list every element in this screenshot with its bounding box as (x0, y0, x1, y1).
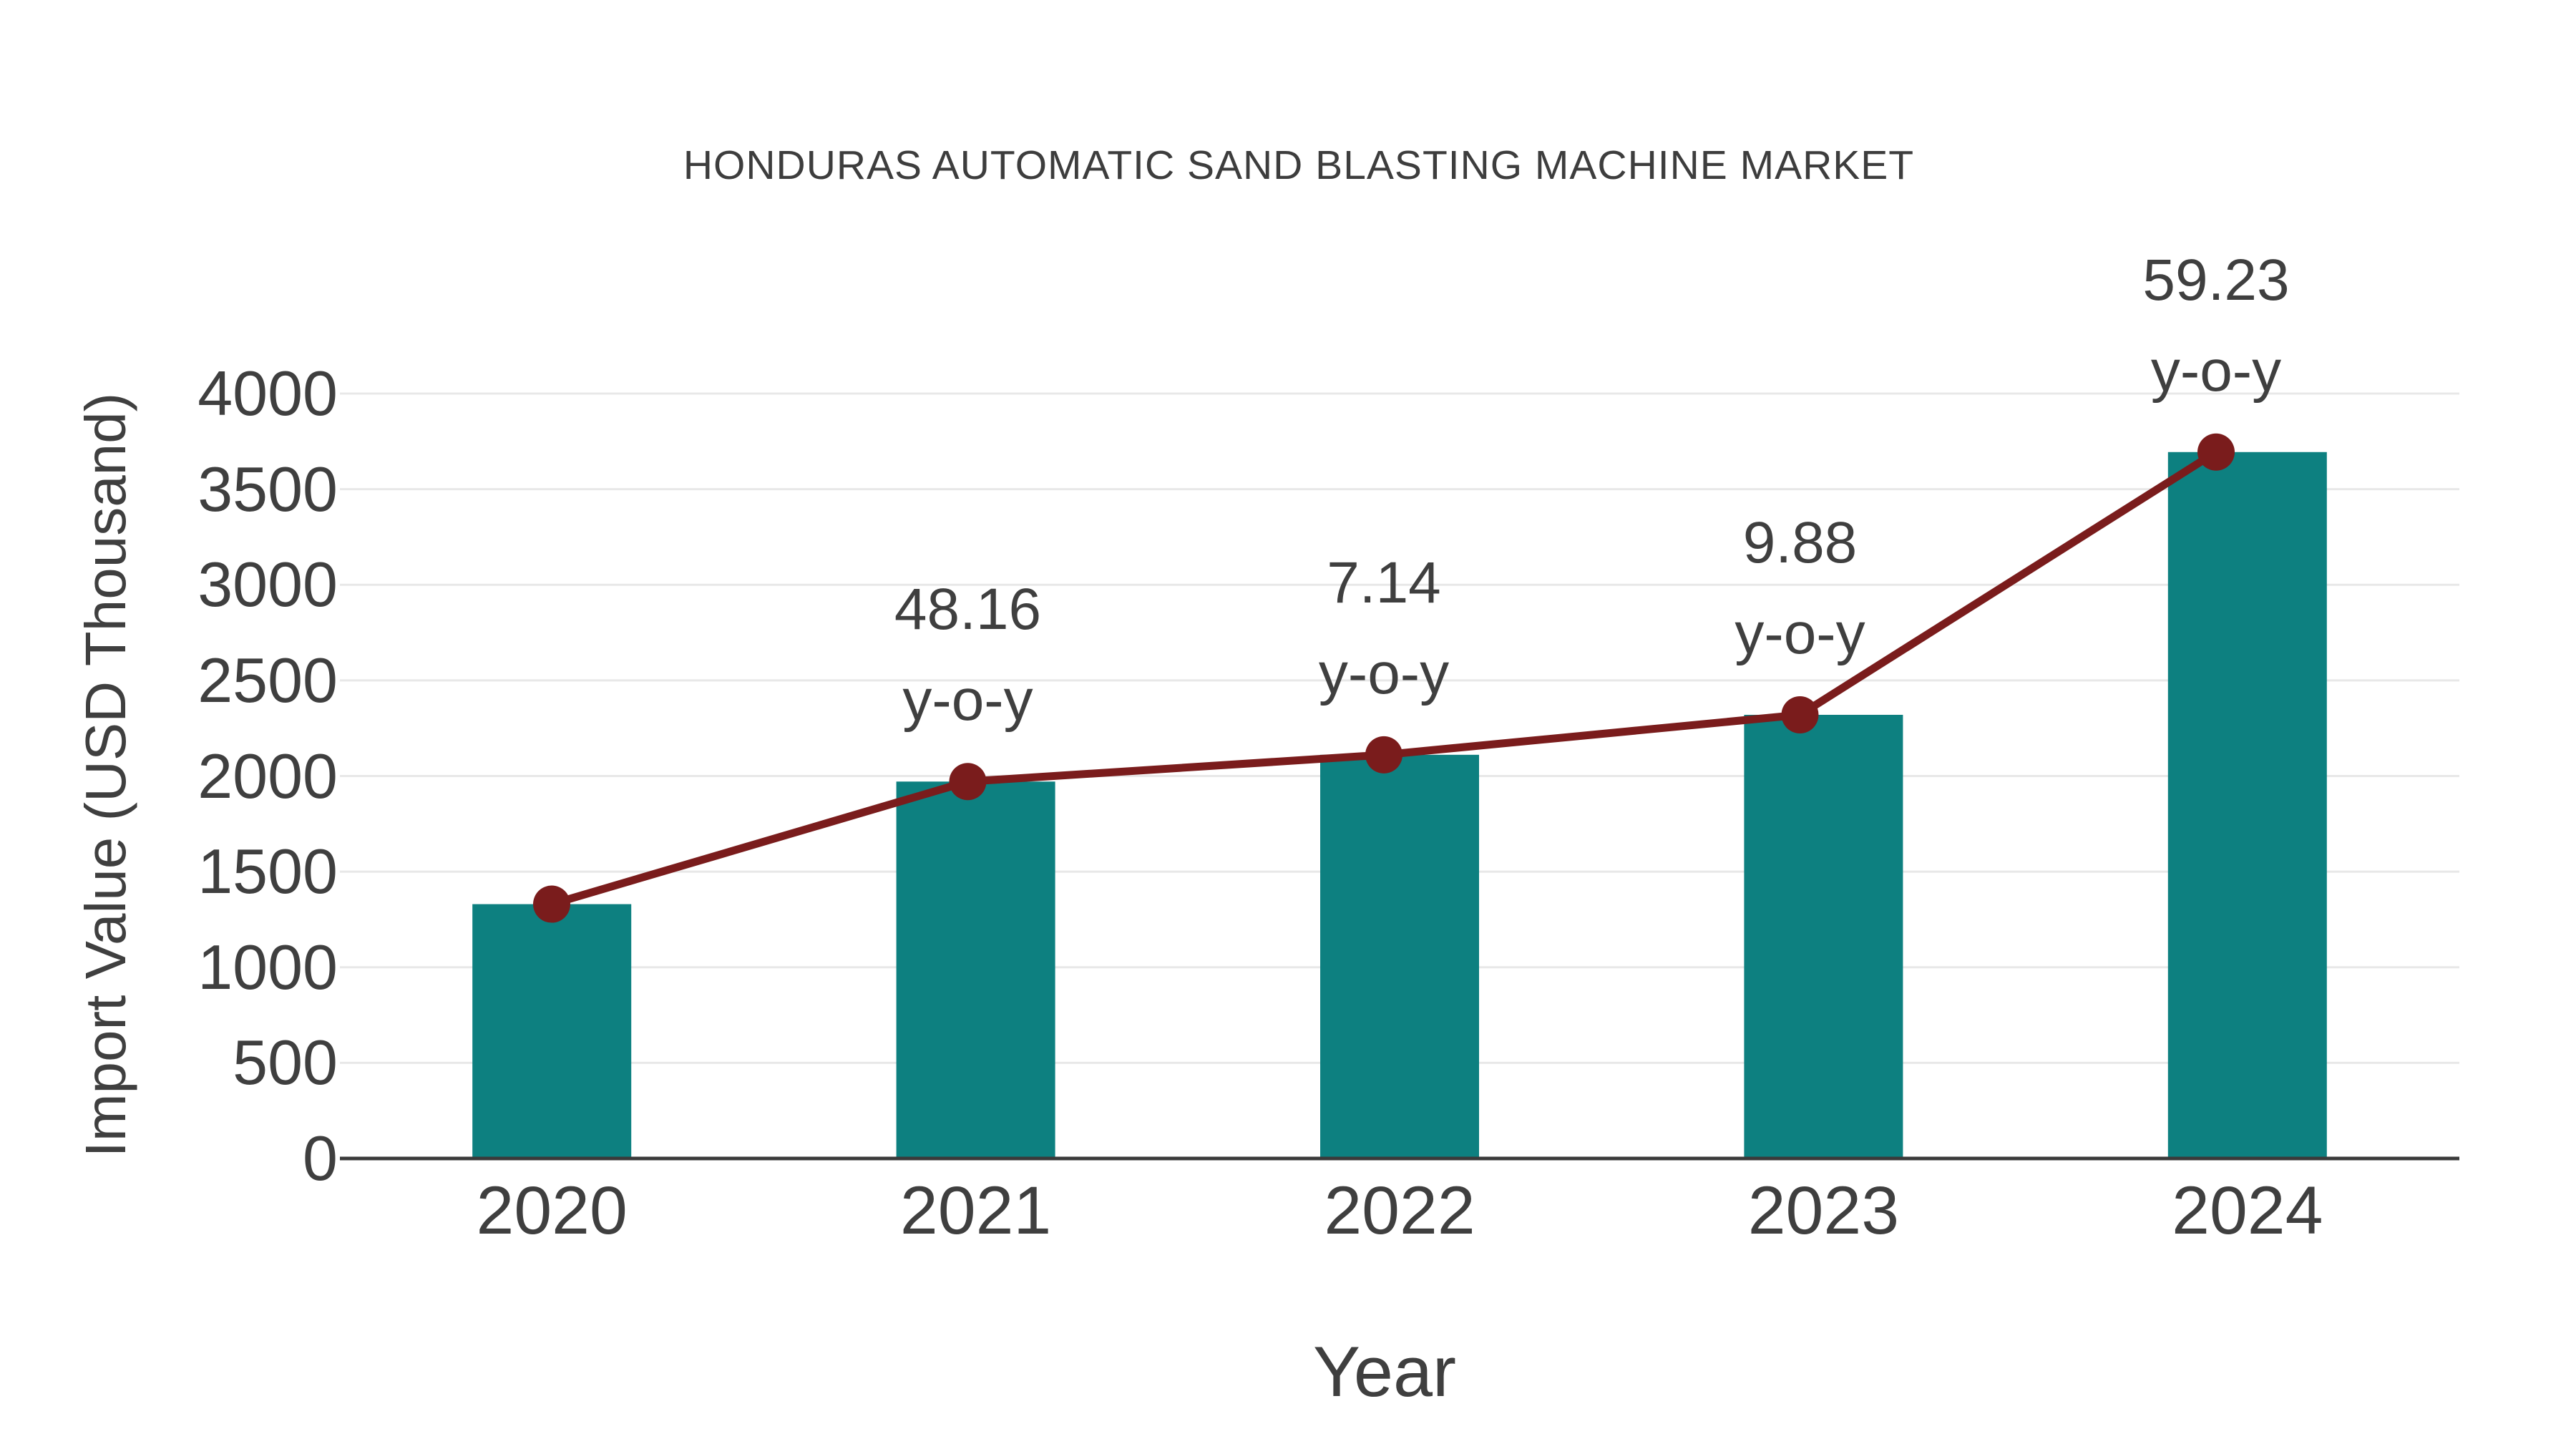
trend-marker-2021 (949, 763, 987, 801)
x-axis-title: Year (1312, 1332, 1457, 1411)
x-tick-label-2021: 2021 (899, 1173, 1052, 1249)
y-tick-label-1000: 1000 (197, 931, 338, 1002)
y-tick-label-3000: 3000 (197, 549, 338, 620)
trend-marker-2020 (533, 885, 570, 923)
annotation-value-2021: 48.16 (894, 577, 1042, 643)
trend-marker-2022 (1365, 736, 1402, 774)
annotation-value-2024: 59.23 (2142, 247, 2290, 313)
annotation-value-2022: 7.14 (1327, 550, 1441, 615)
annotation-unit-2021: y-o-y (902, 668, 1033, 733)
bar-2020 (472, 904, 632, 1158)
bar-2021 (896, 781, 1055, 1158)
x-tick-label-2024: 2024 (2172, 1173, 2323, 1249)
chart-title: HONDURAS AUTOMATIC SAND BLASTING MACHINE… (683, 142, 1915, 188)
bar-2023 (1744, 714, 1903, 1158)
annotation-unit-2024: y-o-y (2150, 338, 2282, 404)
y-tick-label-2500: 2500 (197, 644, 338, 716)
trend-marker-2024 (2197, 433, 2235, 471)
x-tick-label-2020: 2020 (476, 1173, 628, 1249)
x-tick-label-2022: 2022 (1324, 1173, 1475, 1249)
bar-2022 (1320, 754, 1479, 1158)
annotation-unit-2023: y-o-y (1735, 600, 1865, 666)
annotation-unit-2022: y-o-y (1318, 640, 1450, 706)
y-tick-label-3500: 3500 (197, 453, 338, 525)
y-tick-label-2000: 2000 (197, 740, 338, 811)
bar-2024 (2167, 452, 2327, 1158)
annotation-value-2023: 9.88 (1742, 509, 1858, 575)
y-tick-label-0: 0 (303, 1123, 338, 1194)
y-tick-label-4000: 4000 (197, 358, 338, 429)
x-tick-label-2023: 2023 (1747, 1173, 1900, 1249)
y-tick-label-1500: 1500 (197, 836, 338, 907)
trend-marker-2023 (1781, 696, 1819, 733)
y-tick-label-500: 500 (233, 1027, 338, 1098)
